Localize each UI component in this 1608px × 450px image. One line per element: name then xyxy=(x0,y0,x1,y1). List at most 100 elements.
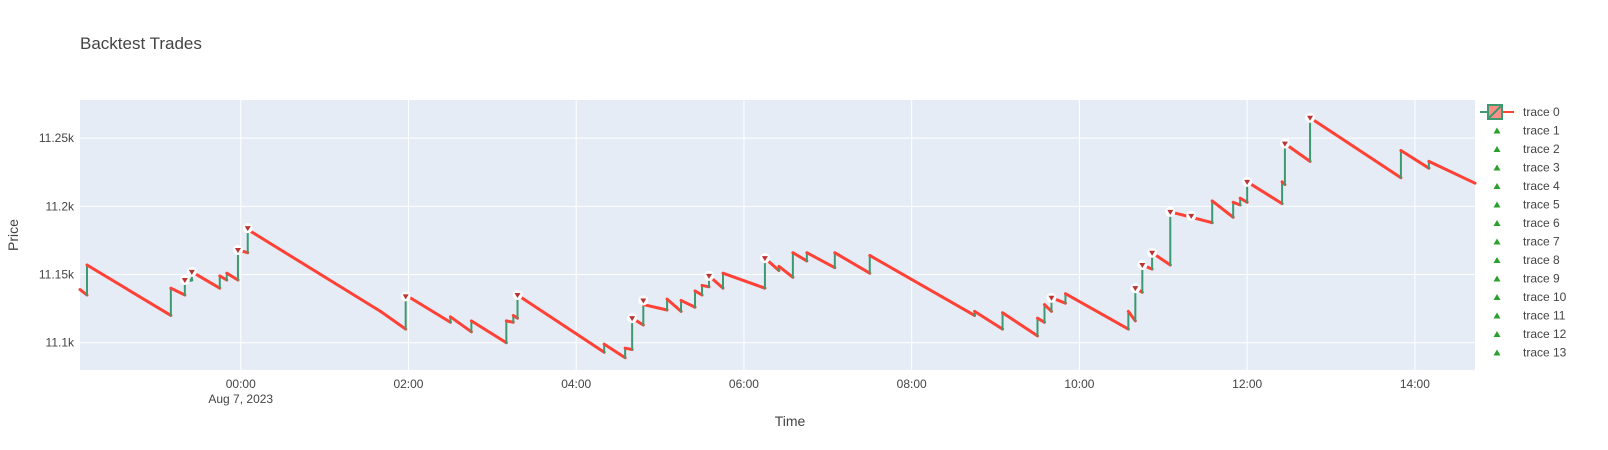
trade-marker xyxy=(706,273,713,279)
price-segment xyxy=(469,319,508,345)
legend-marker xyxy=(1493,275,1501,282)
legend-label: trace 2 xyxy=(1523,142,1560,156)
legend-marker xyxy=(1493,146,1501,152)
y-tick-label: 11.1k xyxy=(46,336,75,350)
trade-marker xyxy=(402,294,409,300)
trade-marker xyxy=(181,278,188,283)
legend-marker xyxy=(1493,349,1501,356)
price-segment xyxy=(169,286,187,297)
trade-marker xyxy=(1149,250,1156,256)
legend-label: trace 10 xyxy=(1523,290,1567,304)
legend-label: trace 5 xyxy=(1523,198,1560,212)
legend-marker xyxy=(1493,331,1501,337)
price-segment xyxy=(693,289,704,297)
x-tick-label: 04:00 xyxy=(561,377,591,391)
price-segment xyxy=(833,251,872,275)
grid-lines xyxy=(80,100,1475,370)
price-segment xyxy=(1210,199,1235,219)
price-segment xyxy=(1035,316,1046,324)
plot-area xyxy=(80,100,1475,370)
y-tick-label: 11.15k xyxy=(39,268,75,282)
trade-markers xyxy=(179,112,1316,324)
legend-label: trace 1 xyxy=(1523,124,1560,138)
price-segment xyxy=(379,309,408,331)
price-segment xyxy=(868,253,977,317)
x-axis-label: Time xyxy=(775,413,806,429)
x-tick-label: 12:00 xyxy=(1232,377,1262,391)
price-segment xyxy=(973,309,1005,331)
price-segment xyxy=(1042,303,1053,313)
legend-label: trace 0 xyxy=(1523,105,1560,119)
price-segment xyxy=(641,303,669,312)
legend-label: trace 13 xyxy=(1523,346,1567,360)
x-tick-label: 14:00 xyxy=(1400,377,1430,391)
legend-label: trace 12 xyxy=(1523,327,1567,341)
legend-marker xyxy=(1493,164,1501,171)
legend-label: trace 6 xyxy=(1523,216,1560,230)
trade-marker xyxy=(1307,115,1314,121)
legend-label: trace 3 xyxy=(1523,161,1560,175)
price-series xyxy=(78,116,1477,360)
price-segment xyxy=(623,346,634,352)
legend-label: trace 9 xyxy=(1523,272,1560,286)
trade-marker xyxy=(1048,295,1055,301)
x-tick-label: 00:00 xyxy=(226,377,256,391)
price-segment xyxy=(1399,148,1431,170)
trade-marker xyxy=(1132,286,1139,292)
y-tick-label: 11.25k xyxy=(39,131,75,145)
x-tick-sublabel: Aug 7, 2023 xyxy=(208,392,273,406)
price-segment xyxy=(78,288,89,297)
trade-marker xyxy=(1281,141,1288,147)
price-segment xyxy=(1126,309,1137,323)
legend-marker xyxy=(1493,257,1501,263)
price-segment xyxy=(805,251,837,270)
x-tick-label: 02:00 xyxy=(393,377,423,391)
x-tick-label: 06:00 xyxy=(729,377,759,391)
price-segment xyxy=(448,315,473,334)
trade-marker xyxy=(1244,179,1251,185)
trade-marker xyxy=(514,293,521,298)
y-axis-ticks: 11.1k 11.15k 11.2k 11.25k xyxy=(39,131,75,350)
price-segment xyxy=(190,270,222,290)
price-segment xyxy=(246,228,383,313)
price-segment xyxy=(602,342,627,360)
legend-label: trace 11 xyxy=(1523,309,1566,323)
legend-marker xyxy=(1493,127,1501,134)
legend-marker xyxy=(1493,183,1501,189)
price-segment xyxy=(1245,180,1284,206)
price-segment xyxy=(1283,142,1312,163)
legend-marker xyxy=(1493,294,1501,300)
trade-marker xyxy=(1139,263,1146,268)
legend-marker xyxy=(1493,220,1501,226)
price-segment xyxy=(504,319,515,324)
price-segment xyxy=(1238,196,1249,204)
price-segment xyxy=(1001,311,1039,338)
trade-marker xyxy=(640,298,647,304)
legend-marker xyxy=(1493,238,1501,245)
trade-marker xyxy=(234,248,241,253)
price-segment xyxy=(218,274,229,282)
price-segment xyxy=(721,271,767,290)
price-segment xyxy=(679,298,697,309)
price-segment xyxy=(777,264,795,279)
trade-marker xyxy=(188,269,195,275)
x-tick-label: 08:00 xyxy=(897,377,927,391)
price-segment xyxy=(225,271,240,282)
legend-label: trace 8 xyxy=(1523,253,1560,267)
legend-label: trace 4 xyxy=(1523,179,1560,193)
price-segment xyxy=(791,251,809,263)
trade-marker xyxy=(629,316,636,322)
chart-title: Backtest Trades xyxy=(80,34,202,53)
legend-marker xyxy=(1493,312,1501,319)
price-segment xyxy=(516,293,606,354)
legend-marker xyxy=(1493,201,1501,208)
price-segment xyxy=(1308,116,1403,180)
price-segment xyxy=(700,283,711,289)
trade-marker xyxy=(761,256,768,262)
price-segment xyxy=(1427,159,1477,185)
y-axis-label: Price xyxy=(5,219,21,251)
price-segment xyxy=(665,297,683,313)
